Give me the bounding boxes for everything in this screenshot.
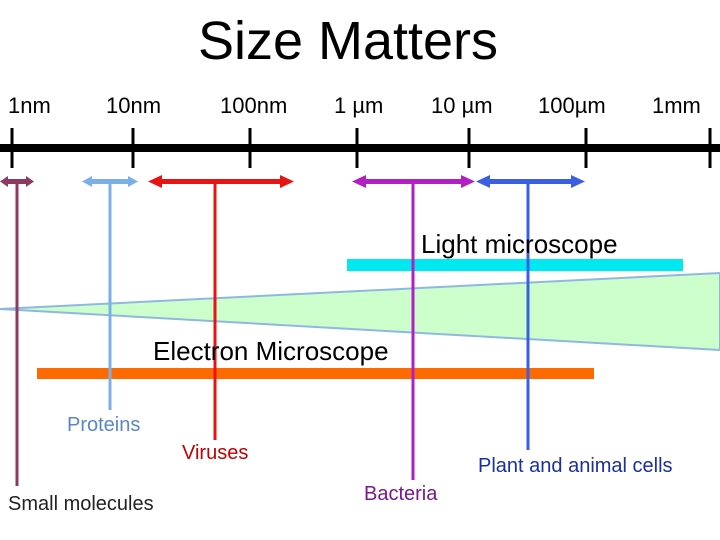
small-molecules-label: Small molecules	[8, 493, 154, 515]
scale-label-100um: 100µm	[538, 93, 606, 118]
scale-label-100nm: 100nm	[220, 93, 288, 118]
scale-label-10nm: 10nm	[106, 93, 162, 118]
cells-indicator	[476, 175, 585, 450]
small-molecules-indicator	[0, 176, 34, 486]
viruses-indicator	[148, 175, 294, 440]
electron-microscope-bar	[37, 368, 594, 379]
proteins-label: Proteins	[67, 414, 141, 436]
scale-label-1um: 1 µm	[334, 93, 384, 118]
cells-label: Plant and animal cells	[478, 455, 673, 477]
proteins-indicator	[82, 176, 138, 410]
scale-ticks	[10, 128, 712, 168]
light-microscope-bar	[347, 259, 683, 271]
bacteria-indicator	[352, 175, 475, 480]
slide-title: Size Matters	[197, 11, 499, 71]
scale-label-10um: 10 µm	[431, 93, 493, 118]
resolution-wedge	[0, 271, 720, 352]
bacteria-label: Bacteria	[364, 483, 438, 505]
electron-microscope-label: Electron Microscope	[153, 336, 389, 366]
scale-axis	[0, 144, 720, 152]
light-microscope-label: Light microscope	[421, 229, 618, 259]
scale-label-1mm: 1mm	[652, 93, 701, 118]
viruses-label: Viruses	[182, 442, 249, 464]
scale-label-1nm: 1nm	[8, 93, 51, 118]
